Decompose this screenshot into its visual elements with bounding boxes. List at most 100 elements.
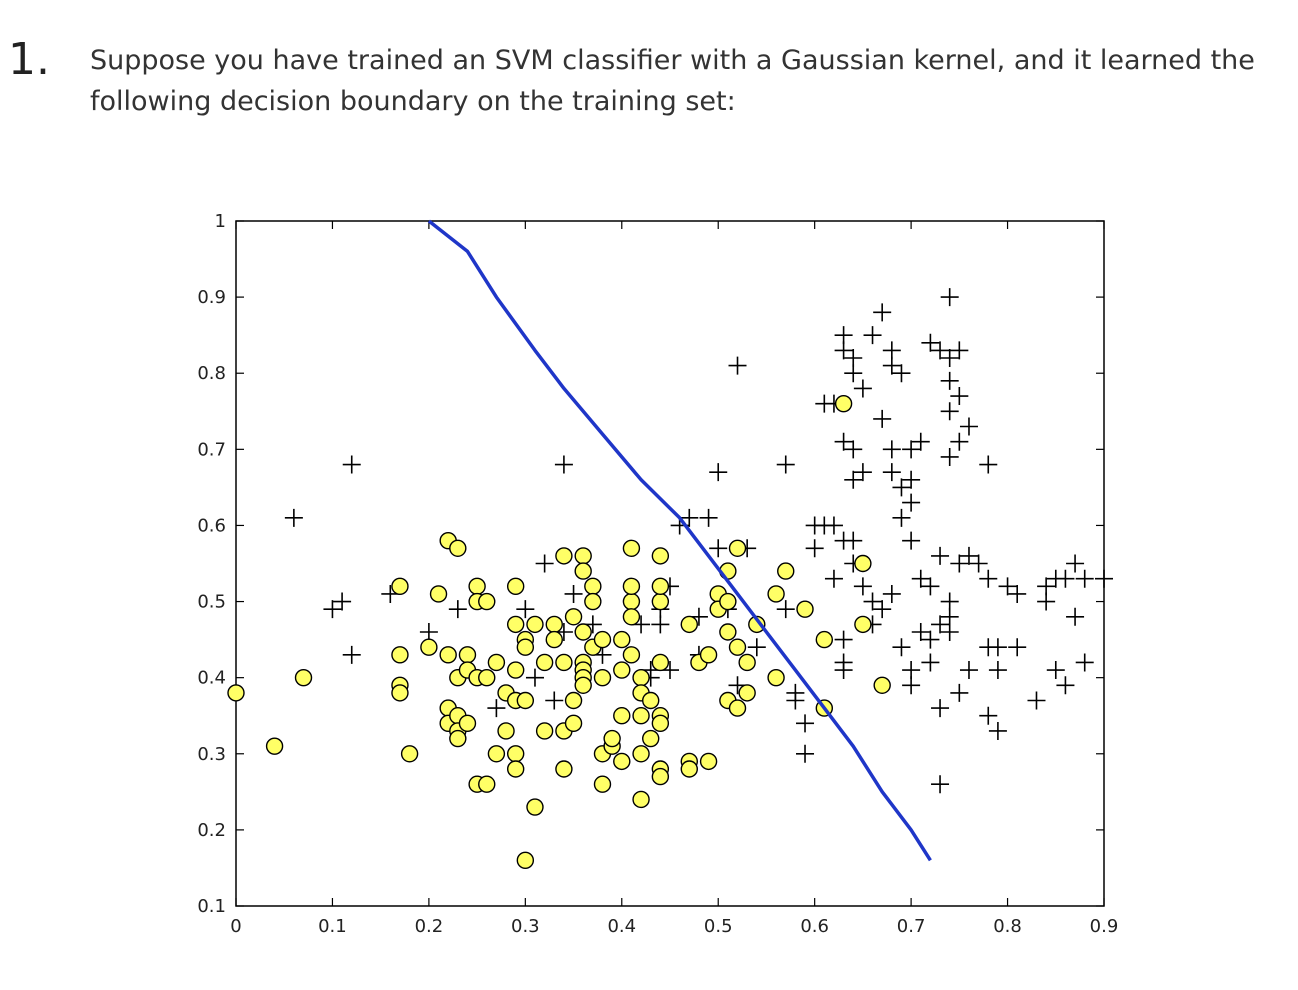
circle-point [545, 615, 563, 634]
plus-point [342, 645, 361, 664]
circle-point [651, 577, 670, 596]
plus-point [564, 584, 583, 603]
plus-point [892, 638, 911, 657]
plus-point [902, 440, 921, 459]
y-tick-label: 0.7 [197, 439, 226, 460]
plus-point [651, 615, 670, 634]
circle-point [478, 775, 496, 793]
circle-point [449, 539, 467, 557]
circle-point [728, 699, 747, 717]
circle-point [391, 577, 409, 596]
x-tick-label: 0 [230, 916, 241, 937]
plus-point [834, 432, 853, 451]
circle-point [439, 646, 457, 664]
plus-point [950, 683, 969, 702]
circle-point [574, 562, 592, 580]
plus-point [892, 478, 911, 497]
plus-point [863, 326, 882, 345]
circle-point [555, 653, 573, 672]
y-tick-label: 0.5 [197, 592, 226, 613]
plus-point [911, 569, 930, 588]
circle-point [391, 646, 409, 664]
plus-point [834, 326, 853, 345]
plus-point [853, 379, 872, 398]
plus-point [911, 623, 930, 641]
plus-point [950, 432, 969, 451]
circle-point [497, 722, 515, 740]
circle-point [535, 722, 554, 740]
plus-point [844, 364, 863, 383]
circle-point [506, 760, 525, 778]
plus-point [342, 455, 361, 474]
x-tick-label: 0.8 [993, 916, 1022, 937]
plus-point [940, 288, 959, 307]
circle-point [651, 592, 670, 611]
plus-point [545, 691, 564, 710]
plus-point [931, 615, 950, 634]
plus-point [882, 356, 901, 375]
circle-point [728, 539, 747, 557]
circle-point [719, 592, 737, 611]
plus-point [680, 508, 699, 527]
plus-point [950, 387, 969, 406]
plus-point [699, 508, 718, 527]
plus-point [902, 661, 921, 680]
circle-point [651, 653, 670, 672]
circle-point [622, 592, 641, 611]
plus-point [844, 440, 863, 459]
circle-point [613, 752, 631, 771]
plus-point [940, 447, 959, 466]
plus-point [931, 699, 950, 718]
x-tick-label: 0.5 [704, 916, 733, 937]
plus-point [834, 341, 853, 360]
circle-point [613, 630, 631, 649]
circle-point [458, 714, 477, 733]
circle-point [564, 691, 583, 710]
plus-point [1008, 638, 1027, 657]
plus-point [824, 569, 843, 588]
circle-point [767, 585, 785, 603]
circle-point [622, 608, 641, 626]
circle-point [651, 767, 670, 786]
circle-point [478, 592, 496, 611]
plus-point [921, 653, 940, 672]
plus-point [1095, 569, 1113, 588]
plus-point [959, 417, 978, 436]
circle-point [603, 729, 621, 748]
x-tick-label: 0.2 [415, 916, 444, 937]
circle-point [796, 600, 814, 618]
plus-point [844, 349, 863, 367]
x-tick-label: 0.1 [318, 916, 347, 937]
circle-point [516, 638, 535, 656]
x-tick-label: 0.9 [1090, 916, 1119, 937]
plus-point [863, 592, 882, 611]
plus-point [882, 341, 901, 360]
plus-point [921, 577, 940, 596]
circle-point [699, 752, 718, 771]
plus-point [776, 455, 795, 474]
plus-point [940, 607, 959, 626]
y-tick-label: 1 [215, 211, 226, 232]
plus-point [892, 508, 911, 527]
plot-frame [235, 220, 1105, 907]
y-tick-label: 0.1 [197, 896, 226, 917]
question-text: Suppose you have trained an SVM classifi… [90, 45, 1255, 117]
circle-point [622, 577, 641, 596]
circle-point [632, 668, 650, 687]
x-tick-label: 0.3 [511, 916, 540, 937]
circle-point [506, 577, 525, 596]
plus-point [902, 676, 921, 695]
plus-point [931, 341, 950, 360]
circle-point [622, 539, 641, 557]
circle-point [468, 577, 486, 596]
circle-point [526, 798, 544, 816]
plus-point [284, 508, 303, 527]
circle-point [738, 653, 756, 672]
circle-point [815, 630, 834, 649]
circle-point [535, 653, 554, 672]
plus-point [1037, 577, 1056, 596]
plus-point [959, 546, 978, 565]
x-tick-label: 0.4 [607, 916, 636, 937]
circle-point [680, 760, 698, 778]
plus-point [940, 349, 959, 367]
